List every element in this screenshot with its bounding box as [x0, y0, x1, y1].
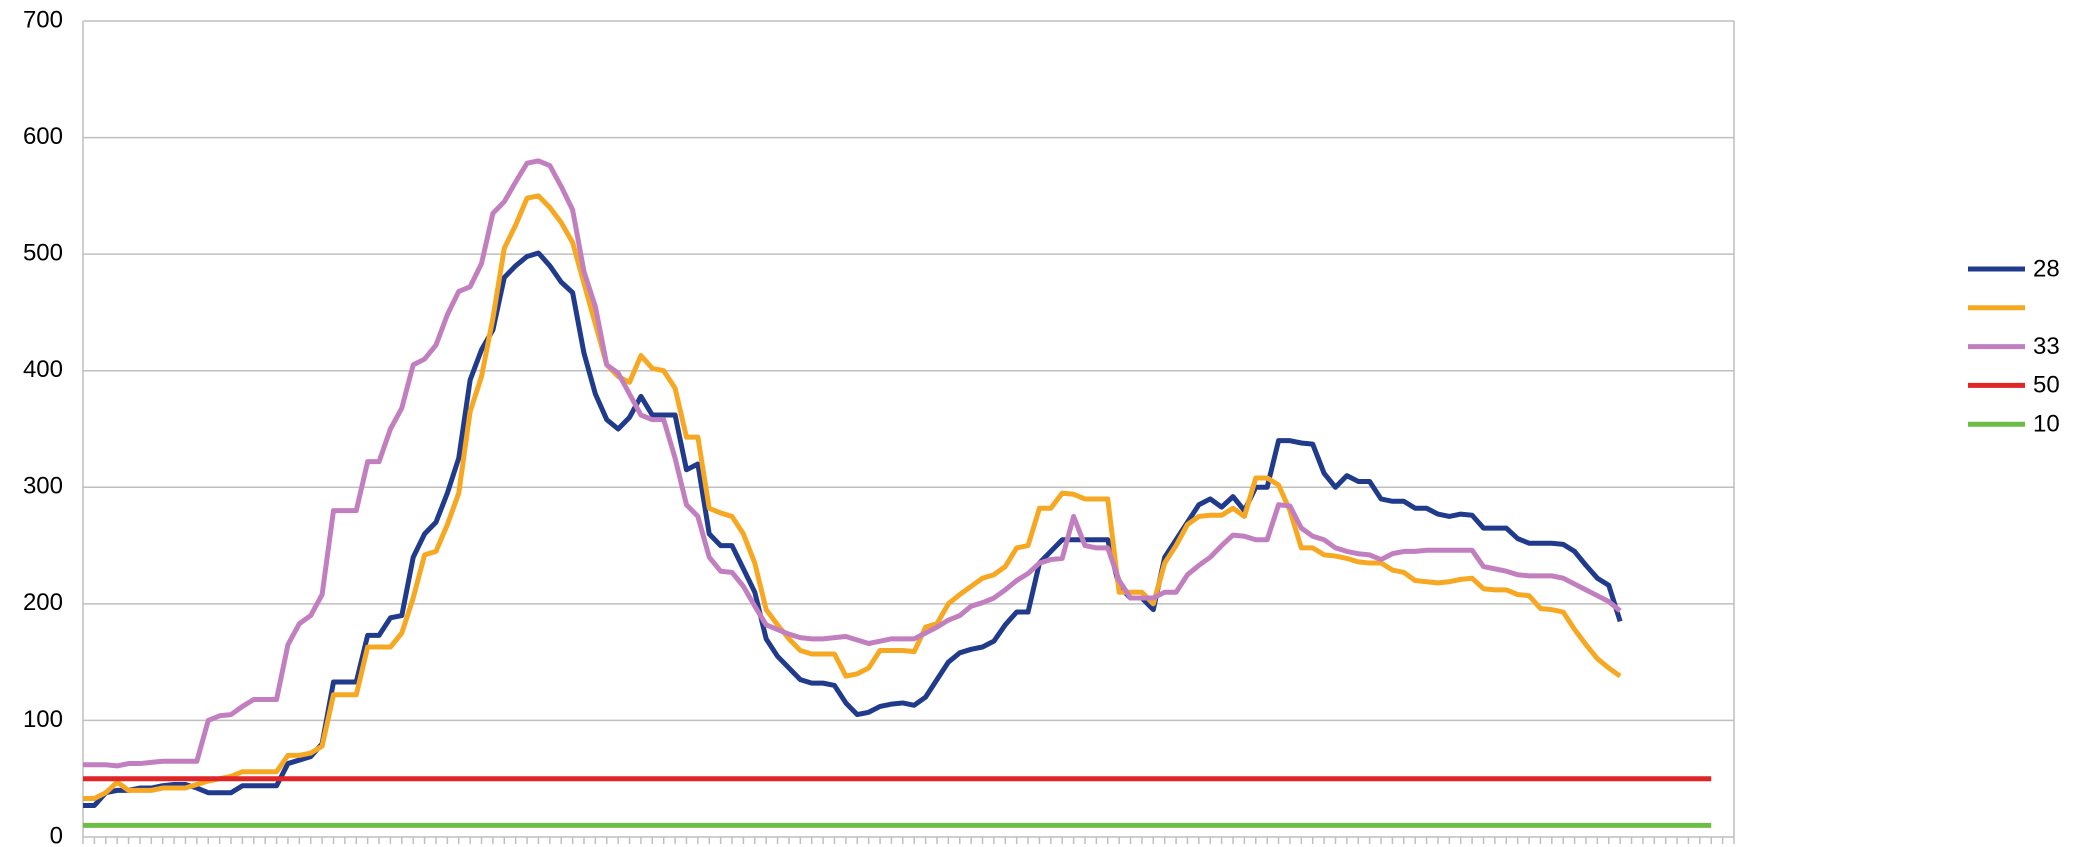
legend-label: 28 [2033, 255, 2060, 282]
series-line [83, 193, 1622, 802]
y-tick-label: 100 [23, 706, 63, 733]
y-tick-label: 600 [23, 123, 63, 150]
y-tick-label: 700 [23, 6, 63, 33]
series-line [83, 250, 1623, 809]
y-tick-label: 0 [50, 822, 63, 847]
legend-label: 10 [2033, 411, 2060, 438]
y-tick-label: 500 [23, 239, 63, 266]
y-tick-label: 300 [23, 473, 63, 500]
series-line [83, 158, 1622, 769]
legend-label: 33 [2033, 333, 2060, 360]
legend-label: 50 [2033, 372, 2060, 399]
y-tick-label: 200 [23, 589, 63, 616]
y-tick-label: 400 [23, 356, 63, 383]
